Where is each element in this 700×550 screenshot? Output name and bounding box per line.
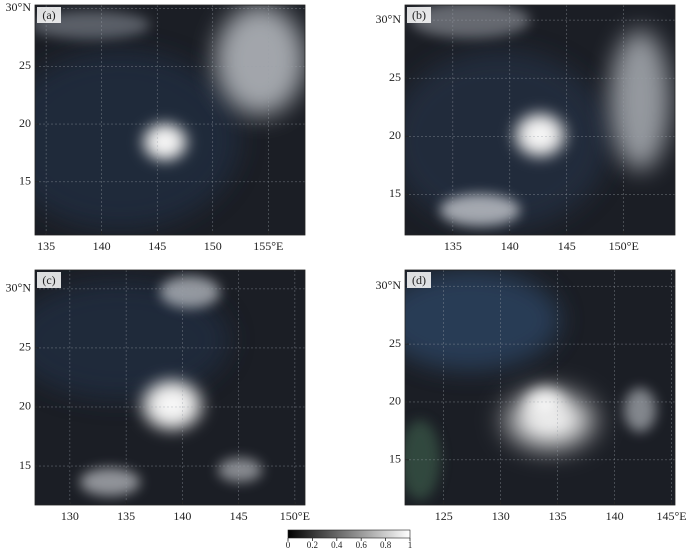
- y-tick-label: 30°N: [376, 12, 402, 26]
- y-tick-label: 20: [389, 394, 401, 408]
- y-tick-label: 15: [19, 458, 31, 472]
- x-tick-label: 145°E: [657, 509, 687, 523]
- x-tick-label: 135: [37, 239, 55, 253]
- x-tick-label: 140: [501, 239, 519, 253]
- x-tick-label: 150°E: [609, 239, 639, 253]
- y-tick-label: 15: [389, 452, 401, 466]
- satellite-image: [405, 5, 675, 235]
- x-tick-label: 130: [492, 509, 510, 523]
- x-tick-label: 140: [173, 509, 191, 523]
- colorbar-tick-label: 0.8: [380, 540, 392, 550]
- colorbar-tick-label: 0.2: [307, 540, 318, 550]
- x-tick-label: 135: [444, 239, 462, 253]
- y-tick-label: 20: [19, 399, 31, 413]
- y-tick-label: 20: [19, 116, 31, 130]
- y-tick-label: 15: [389, 186, 401, 200]
- panel-label-box: [407, 7, 431, 23]
- x-tick-label: 140: [606, 509, 624, 523]
- y-tick-label: 25: [389, 70, 401, 84]
- colorbar-tick-label: 0.4: [331, 540, 343, 550]
- colorbar-tick-label: 1: [408, 540, 413, 550]
- panel-frame: [34, 4, 306, 236]
- colorbar-tick-label: 0.6: [356, 540, 368, 550]
- y-tick-label: 25: [19, 340, 31, 354]
- x-tick-label: 135: [549, 509, 567, 523]
- satellite-image: [35, 270, 305, 505]
- panel-label-box: [37, 272, 61, 288]
- y-tick-label: 30°N: [6, 0, 32, 14]
- y-tick-label: 15: [19, 174, 31, 188]
- panel-label-box: [37, 7, 61, 23]
- y-tick-label: 20: [389, 128, 401, 142]
- x-tick-label: 145: [558, 239, 576, 253]
- panel-frame: [404, 269, 676, 506]
- satellite-image: [405, 270, 675, 505]
- panel-label: (d): [412, 273, 426, 287]
- x-tick-label: 130: [61, 509, 79, 523]
- colorbar: [287, 529, 411, 539]
- x-tick-label: 135: [117, 509, 135, 523]
- panel-label: (a): [42, 8, 55, 22]
- y-tick-label: 30°N: [376, 278, 402, 292]
- x-tick-label: 125: [435, 509, 453, 523]
- x-tick-label: 155°E: [253, 239, 283, 253]
- x-tick-label: 150°E: [280, 509, 310, 523]
- y-tick-label: 25: [19, 58, 31, 72]
- y-tick-label: 25: [389, 336, 401, 350]
- x-tick-label: 145: [148, 239, 166, 253]
- x-tick-label: 145: [230, 509, 248, 523]
- x-tick-label: 140: [93, 239, 111, 253]
- colorbar-tick-label: 0: [286, 540, 291, 550]
- satellite-image: [35, 5, 305, 235]
- panel-frame: [404, 4, 676, 236]
- panel-frame: [34, 269, 306, 506]
- x-tick-label: 150: [204, 239, 222, 253]
- panel-label: (b): [412, 8, 426, 22]
- panel-label-box: [407, 272, 431, 288]
- y-tick-label: 30°N: [6, 281, 32, 295]
- panel-label: (c): [42, 273, 55, 287]
